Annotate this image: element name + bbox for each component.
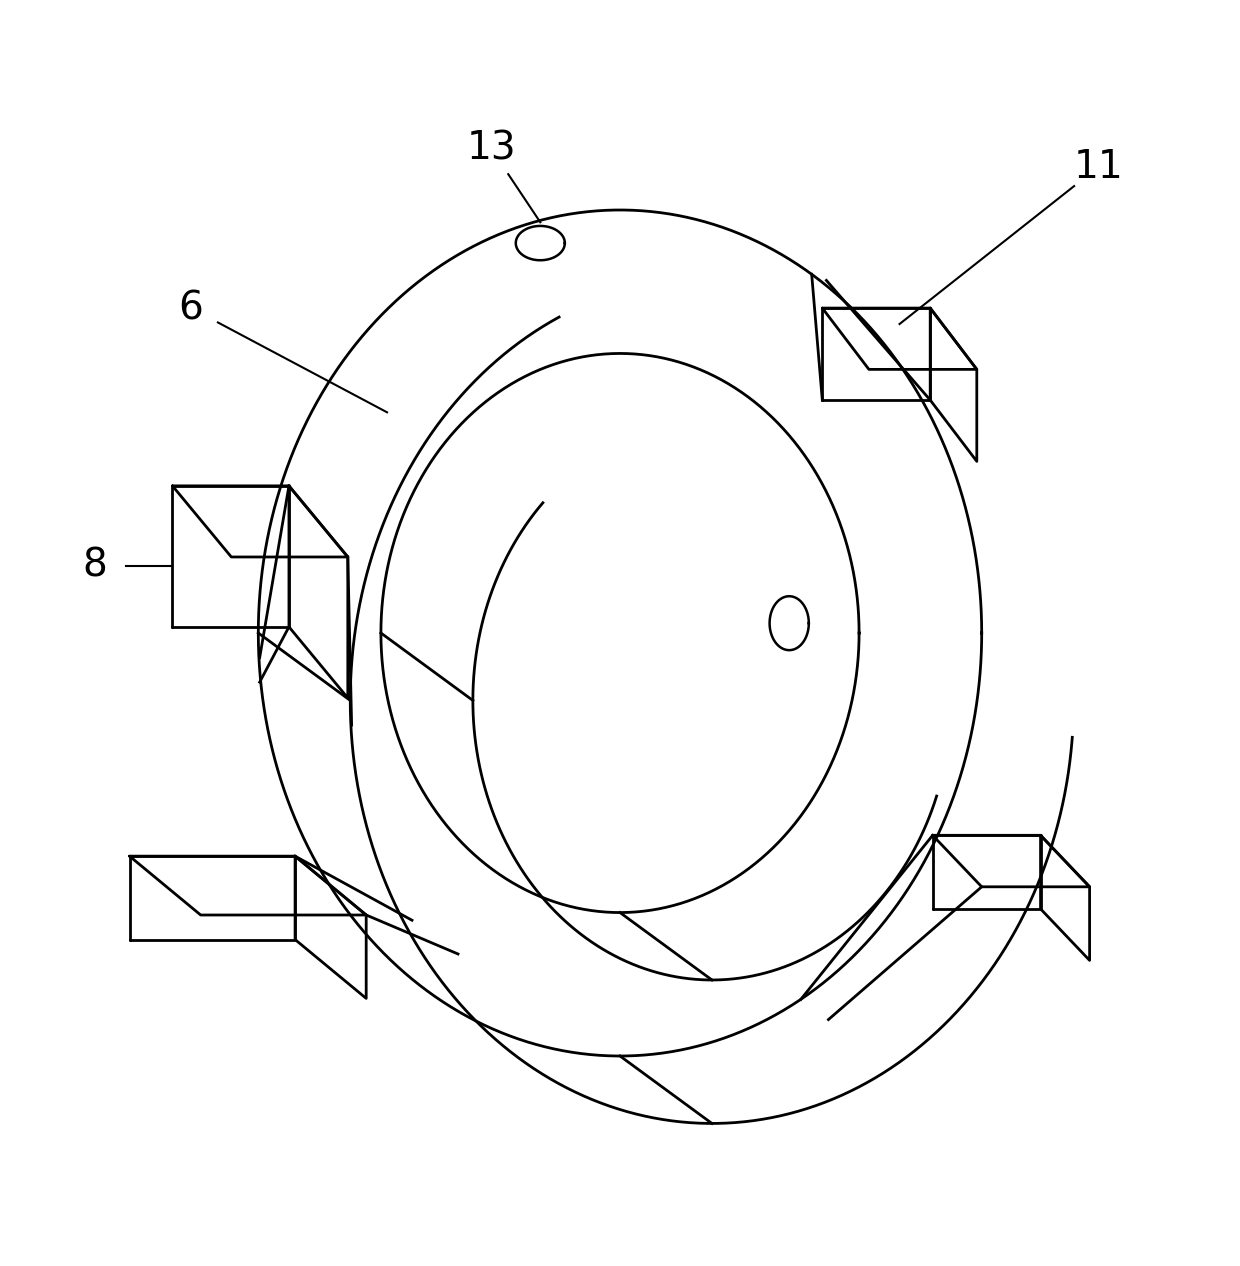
Text: 6: 6 [179,289,203,327]
Text: 13: 13 [466,129,516,167]
Text: 8: 8 [83,547,108,585]
Text: 11: 11 [1074,148,1123,186]
